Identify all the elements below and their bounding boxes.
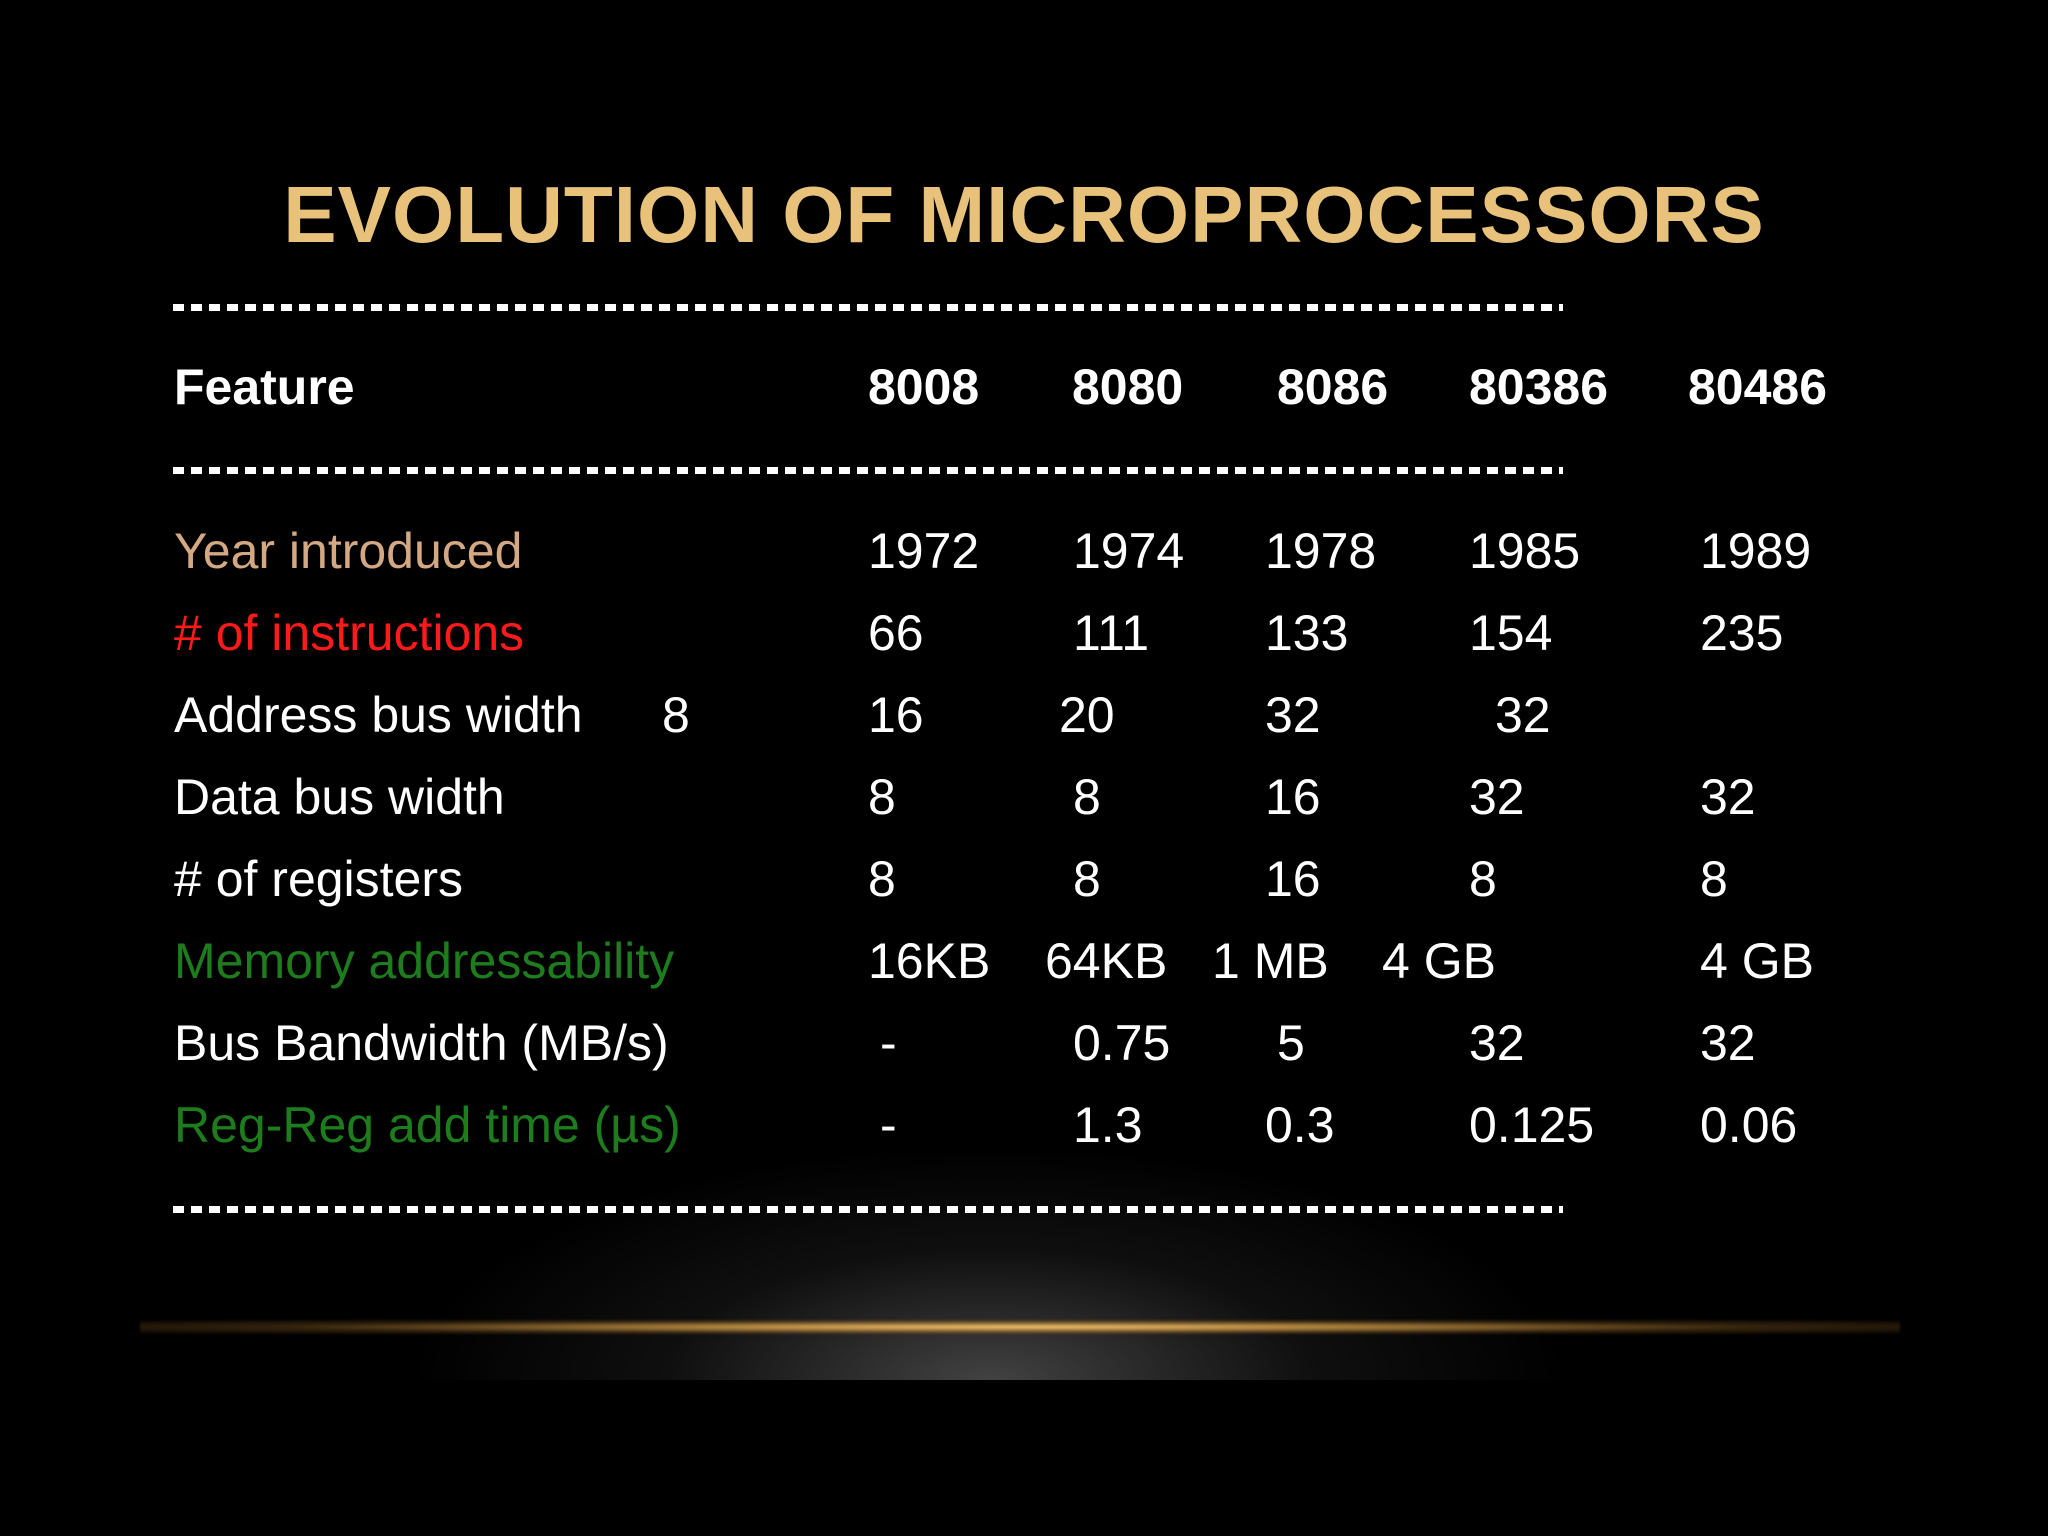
table-row-registers: # of registers 8 8 16 8 8 (0, 844, 2048, 914)
header-col-8086: 8086 (1277, 359, 1389, 415)
cell-80486: 32 (1700, 1015, 1756, 1071)
cell-80486: 32 (1700, 769, 1756, 825)
cell-8008: 1972 (868, 523, 980, 579)
cell-8008: - (880, 1015, 897, 1071)
cell-8086: 16 (1265, 769, 1321, 825)
cell-extra: 8 (662, 687, 690, 743)
cell-8008: 8 (868, 851, 896, 907)
cell-80386: 32 (1495, 687, 1551, 743)
cell-80386: 4 GB (1382, 933, 1496, 989)
row-label: Data bus width (174, 769, 505, 825)
cell-80486: 4 GB (1700, 933, 1814, 989)
table-row-memory: Memory addressability 16KB 64KB 1 MB 4 G… (0, 926, 2048, 996)
gold-accent-line (140, 1320, 1900, 1334)
cell-8080: 111 (1073, 605, 1150, 661)
cell-8080: 0.75 (1073, 1015, 1171, 1071)
header-col-80386: 80386 (1469, 359, 1609, 415)
divider-header (173, 467, 1563, 474)
cell-8086: 5 (1277, 1015, 1305, 1071)
cell-80386: 32 (1469, 769, 1525, 825)
table-row-address-bus: Address bus width 8 16 20 32 32 (0, 680, 2048, 750)
row-label: Reg-Reg add time (µs) (174, 1097, 681, 1153)
cell-80386: 1985 (1469, 523, 1581, 579)
table-row-instructions: # of instructions 66 111 133 154 235 (0, 598, 2048, 668)
cell-80486: 1989 (1700, 523, 1812, 579)
row-label: Memory addressability (174, 933, 675, 989)
cell-8086: 1 MB (1212, 933, 1329, 989)
cell-80486: 0.06 (1700, 1097, 1798, 1153)
cell-8080: 64KB (1045, 933, 1168, 989)
row-label: Year introduced (174, 523, 523, 579)
cell-8080: 20 (1059, 687, 1115, 743)
cell-8008: 8 (868, 769, 896, 825)
cell-80386: 0.125 (1469, 1097, 1595, 1153)
header-col-8008: 8008 (868, 359, 980, 415)
cell-8080: 8 (1073, 769, 1101, 825)
cell-8080: 8 (1073, 851, 1101, 907)
cell-80386: 154 (1469, 605, 1553, 661)
row-label: # of instructions (174, 605, 525, 661)
bottom-glow (420, 1150, 1560, 1380)
table-row-bandwidth: Bus Bandwidth (MB/s) - 0.75 5 32 32 (0, 1008, 2048, 1078)
cell-8086: 32 (1265, 687, 1321, 743)
cell-80486: 8 (1700, 851, 1728, 907)
cell-8008: 66 (868, 605, 924, 661)
cell-8080: 1974 (1073, 523, 1185, 579)
header-feature: Feature (174, 359, 355, 415)
cell-8086: 1978 (1265, 523, 1377, 579)
cell-8008: - (880, 1097, 897, 1153)
cell-8086: 16 (1265, 851, 1321, 907)
cell-80386: 8 (1469, 851, 1497, 907)
cell-8086: 133 (1265, 605, 1349, 661)
slide-title: EVOLUTION OF MICROPROCESSORS (283, 170, 1765, 259)
row-label: Address bus width (174, 687, 583, 743)
cell-8080: 1.3 (1073, 1097, 1143, 1153)
header-col-80486: 80486 (1688, 359, 1828, 415)
table-header-row: Feature 8008 8080 8086 80386 80486 (0, 352, 2048, 422)
cell-8086: 0.3 (1265, 1097, 1335, 1153)
row-label: Bus Bandwidth (MB/s) (174, 1015, 669, 1071)
header-col-8080: 8080 (1072, 359, 1184, 415)
table-row-data-bus: Data bus width 8 8 16 32 32 (0, 762, 2048, 832)
divider-top (173, 304, 1563, 311)
table-row-add-time: Reg-Reg add time (µs) - 1.3 0.3 0.125 0.… (0, 1090, 2048, 1160)
cell-80486: 235 (1700, 605, 1784, 661)
cell-8008: 16 (868, 687, 924, 743)
cell-80386: 32 (1469, 1015, 1525, 1071)
cell-8008: 16KB (868, 933, 991, 989)
divider-bottom (173, 1206, 1563, 1213)
table-row-year: Year introduced 1972 1974 1978 1985 1989 (0, 516, 2048, 586)
row-label: # of registers (174, 851, 464, 907)
